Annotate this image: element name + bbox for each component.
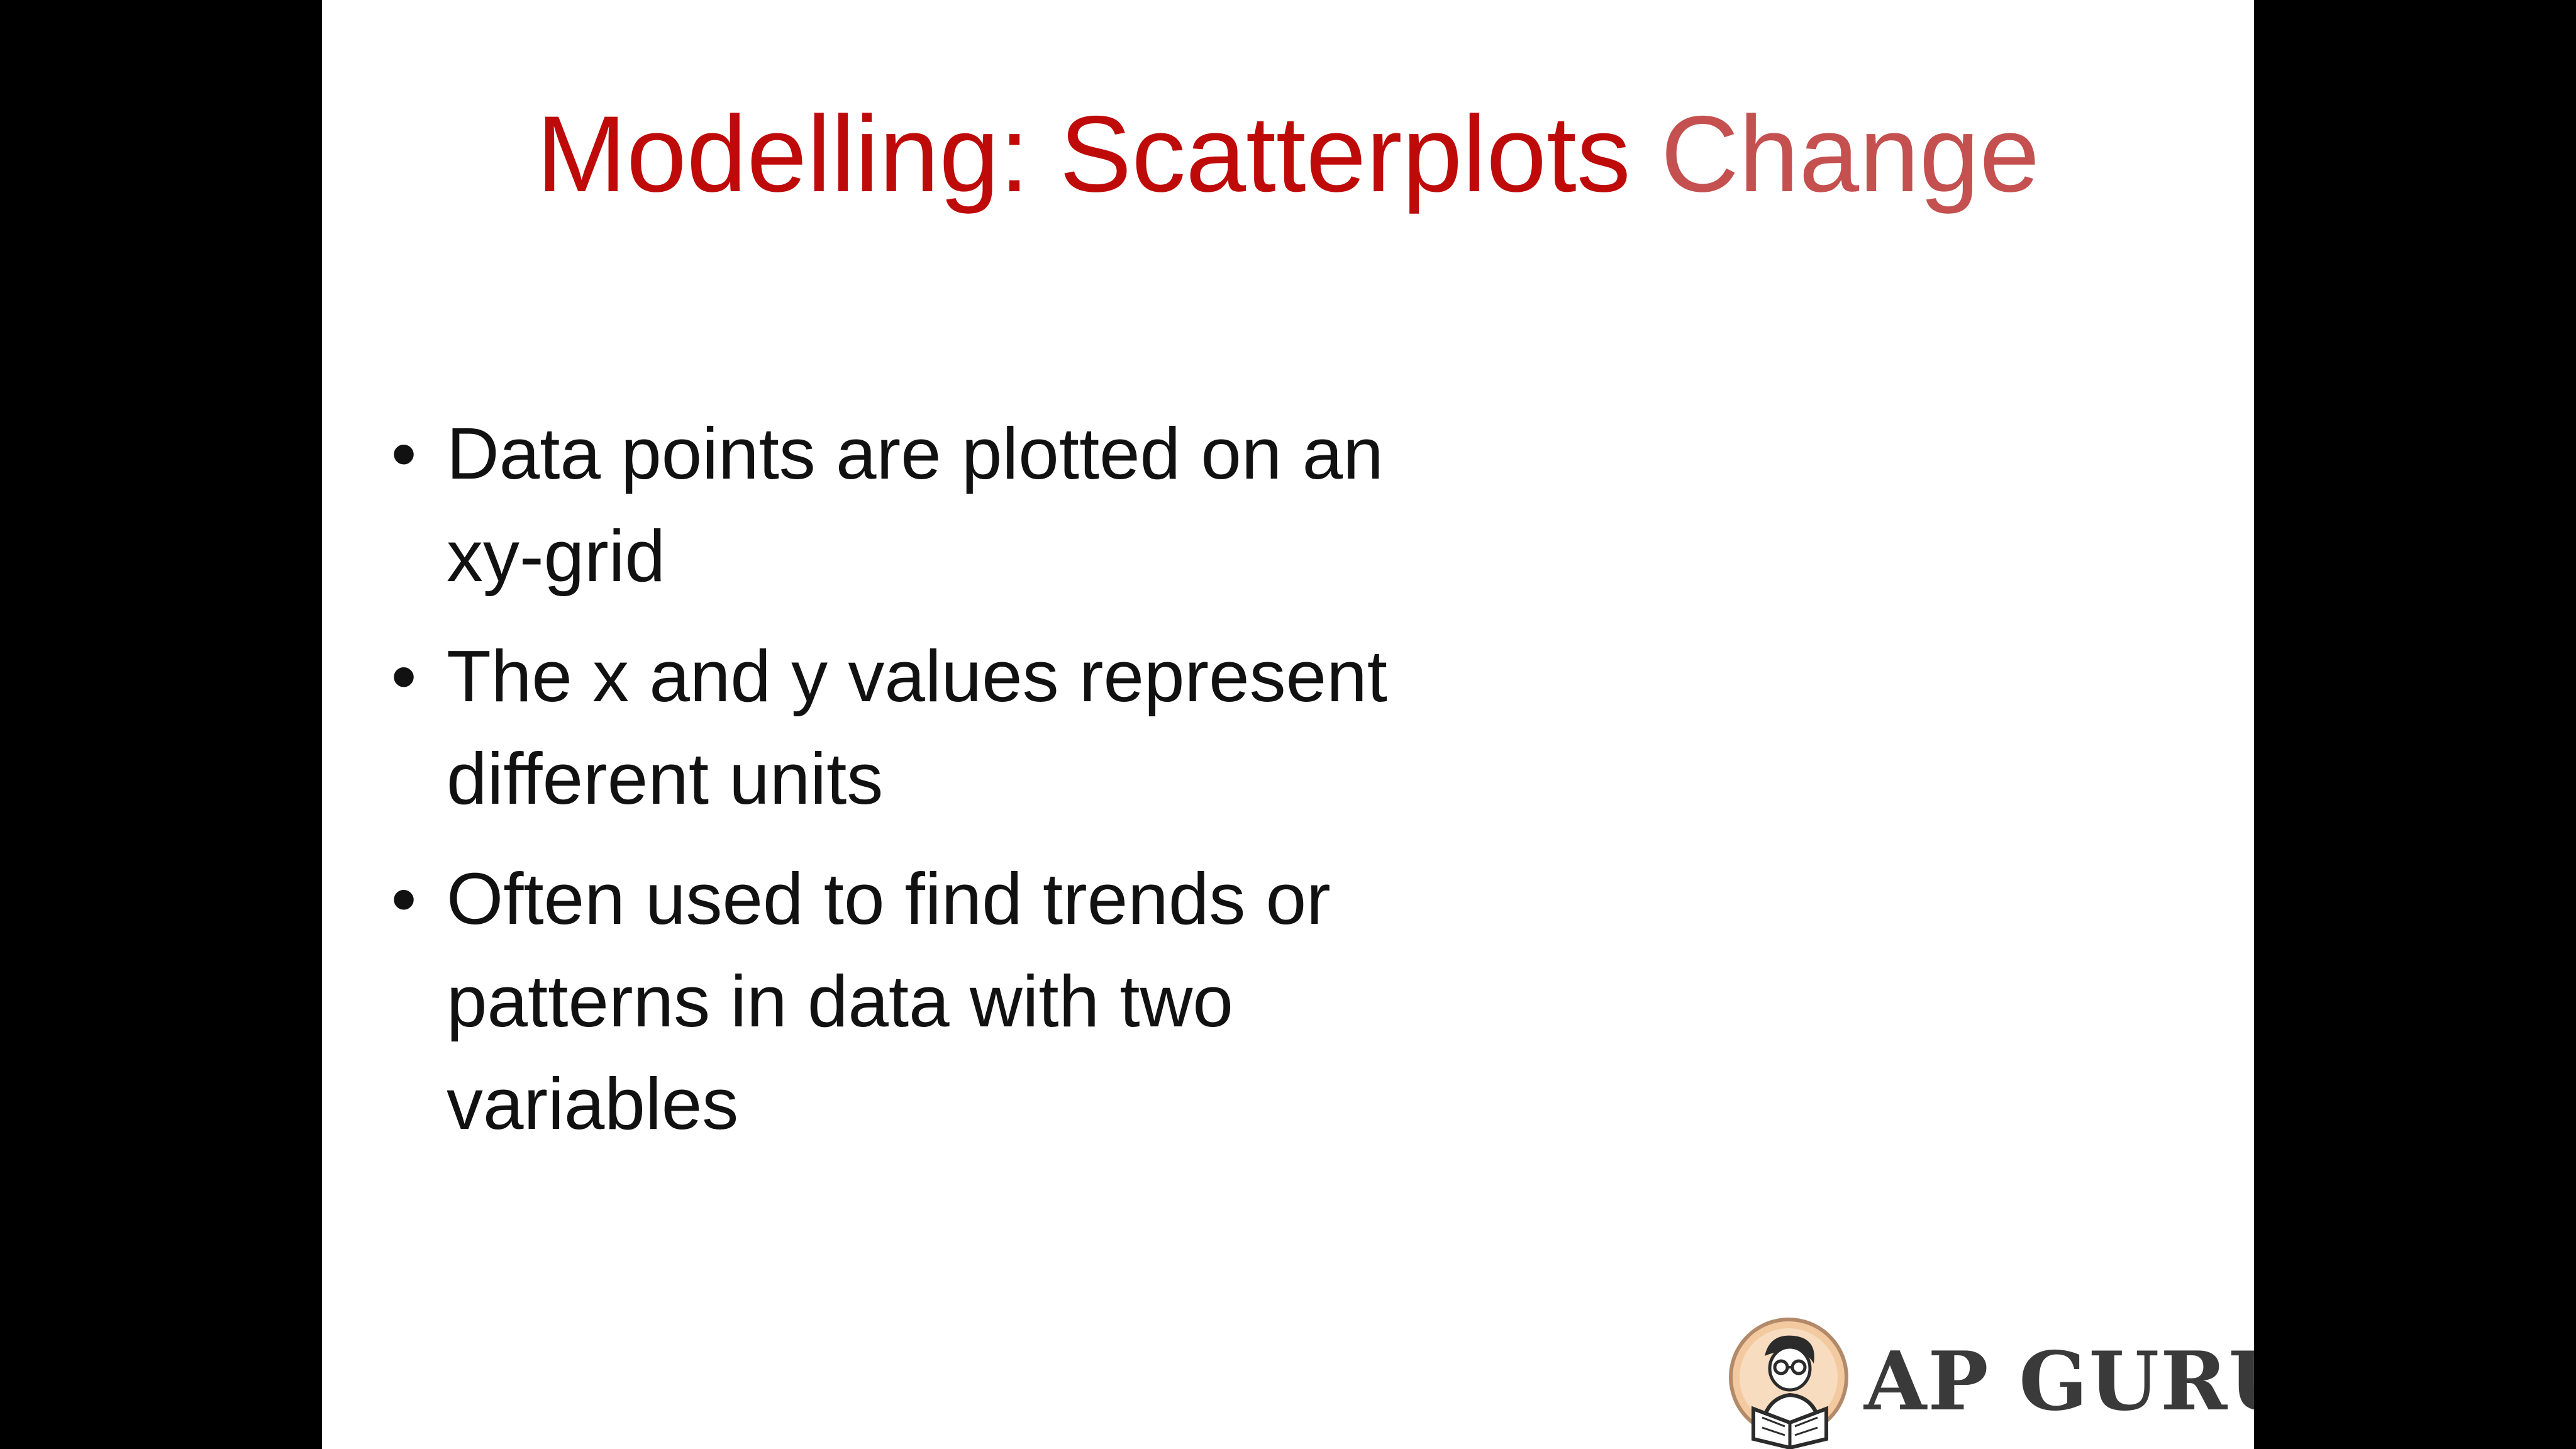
bullet-icon: •: [391, 635, 417, 717]
bullet-text: The x and y values represent different u…: [447, 635, 1387, 819]
bullet-icon: •: [391, 413, 417, 494]
slide-title-main: Modelling: Scatterplots: [536, 94, 1631, 214]
reading-person-icon: [1729, 1318, 1848, 1449]
bullet-item: • Data points are plotted on an xy-grid: [379, 402, 1448, 608]
bullet-item: • The x and y values represent different…: [379, 625, 1448, 830]
bullet-item: • Often used to find trends or patterns …: [379, 848, 1448, 1155]
bullet-list: • Data points are plotted on an xy-grid …: [379, 402, 1448, 1173]
slide-title: Modelling: Scatterplots Change: [322, 88, 2254, 220]
bullet-text: Data points are plotted on an xy-grid: [447, 413, 1384, 597]
slide: Modelling: Scatterplots Change • Data po…: [322, 0, 2254, 1449]
bullet-icon: •: [391, 858, 417, 940]
ap-guru-logo: AP GURU: [1726, 1314, 2254, 1449]
bullet-text: Often used to find trends or patterns in…: [447, 858, 1331, 1145]
slide-title-accent: Change: [1660, 94, 2040, 214]
logo-text: AP GURU: [1864, 1335, 2254, 1429]
